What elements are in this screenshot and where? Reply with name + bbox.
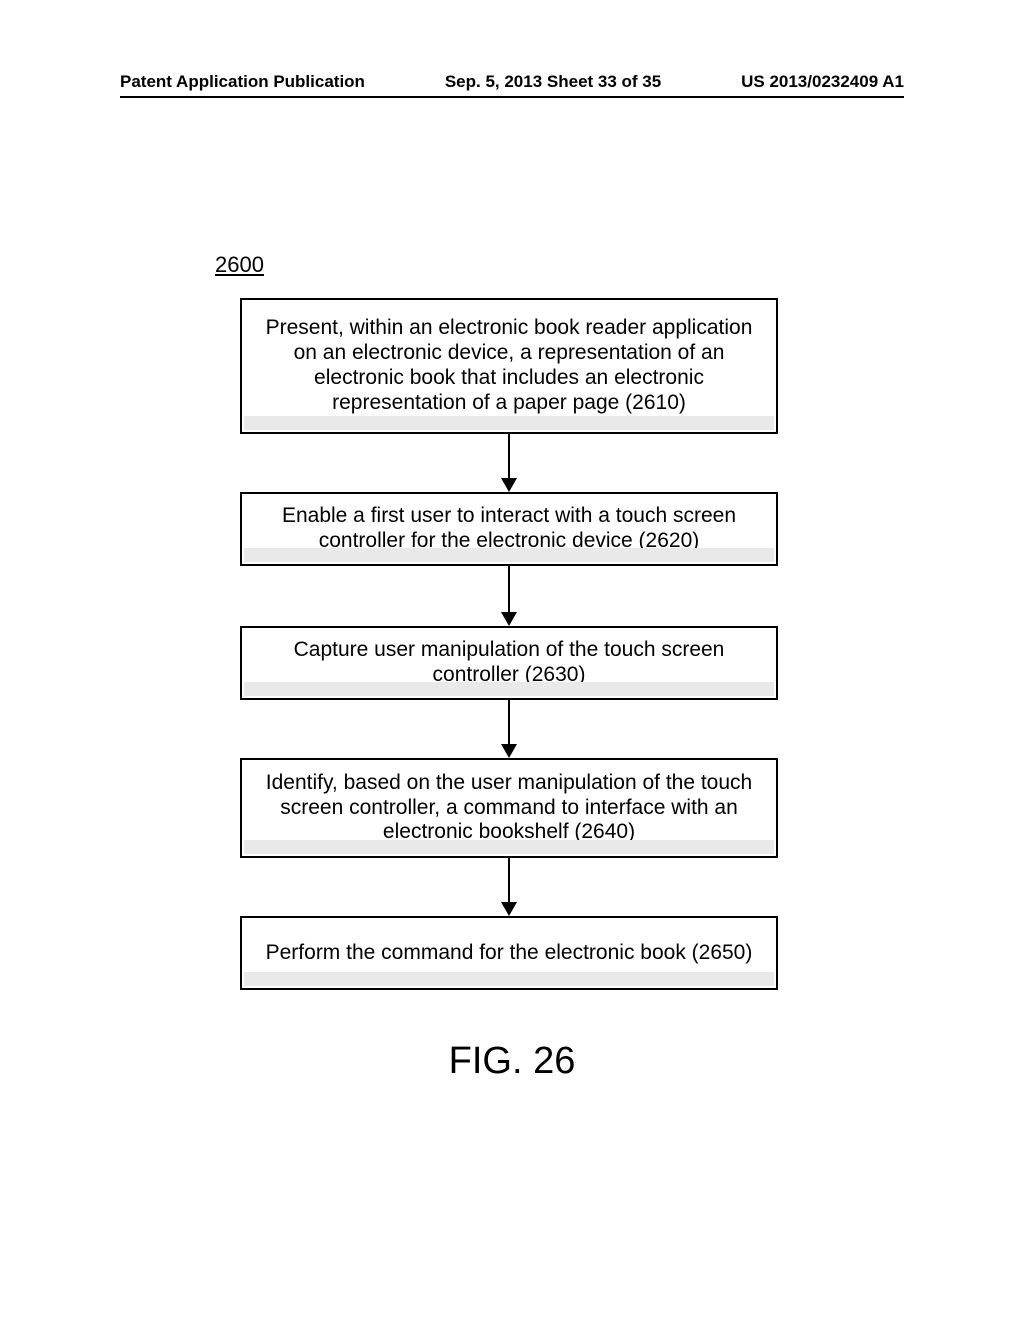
flow-box-text: Perform the command for the electronic b… — [252, 941, 766, 966]
flow-box-0: Present, within an electronic book reade… — [240, 298, 778, 434]
flow-arrowhead-2 — [501, 744, 517, 758]
flow-box-1: Enable a first user to interact with a t… — [240, 492, 778, 566]
flow-arrowhead-0 — [501, 478, 517, 492]
flow-box-text: Enable a first user to interact with a t… — [252, 504, 766, 554]
flow-box-2: Capture user manipulation of the touch s… — [240, 626, 778, 700]
flowchart: Present, within an electronic book reade… — [0, 0, 1024, 1320]
flow-box-shade — [244, 416, 774, 430]
flow-box-shade — [244, 682, 774, 696]
flow-arrow-0 — [508, 434, 510, 478]
flow-box-text: Present, within an electronic book reade… — [252, 316, 766, 415]
flow-box-text: Identify, based on the user manipulation… — [252, 771, 766, 845]
figure-caption: FIG. 26 — [0, 1040, 1024, 1083]
flow-box-shade — [244, 972, 774, 986]
flow-box-text: Capture user manipulation of the touch s… — [252, 638, 766, 688]
flow-box-4: Perform the command for the electronic b… — [240, 916, 778, 990]
page: Patent Application Publication Sep. 5, 2… — [0, 0, 1024, 1320]
flow-box-3: Identify, based on the user manipulation… — [240, 758, 778, 858]
flow-arrowhead-3 — [501, 902, 517, 916]
flow-arrow-3 — [508, 858, 510, 902]
flow-arrow-1 — [508, 566, 510, 612]
flow-arrowhead-1 — [501, 612, 517, 626]
flow-box-shade — [244, 548, 774, 562]
flow-box-shade — [244, 840, 774, 854]
flow-arrow-2 — [508, 700, 510, 744]
